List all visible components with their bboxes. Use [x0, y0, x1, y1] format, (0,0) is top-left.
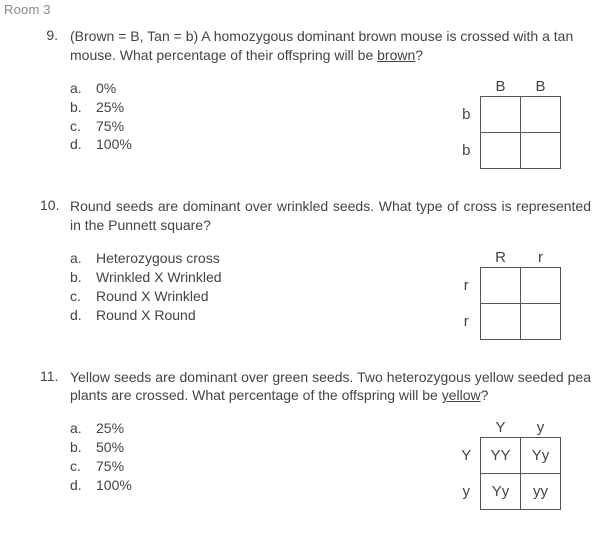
punnett-cell: [481, 303, 521, 339]
punnett-side-allele: b: [453, 133, 481, 169]
choice-text: 25%: [96, 419, 124, 438]
choice-text: 25%: [96, 98, 124, 117]
punnett-cell: YY: [481, 437, 521, 473]
choice-letter: a.: [70, 419, 96, 438]
punnett-top-allele: r: [521, 245, 561, 267]
choice-text: 75%: [96, 457, 124, 476]
punnett-cell: [481, 97, 521, 133]
question-number: 9.: [40, 27, 70, 169]
punnett-side-allele: Y: [453, 437, 481, 473]
choice-text: Round X Wrinkled: [96, 287, 209, 306]
choice-c: c.75%: [70, 117, 132, 136]
choice-text: 100%: [96, 476, 132, 495]
prompt-text: ?: [481, 387, 489, 403]
choice-b: b.Wrinkled X Wrinkled: [70, 268, 222, 287]
answer-choices: a.Heterozygous cross b.Wrinkled X Wrinkl…: [70, 245, 222, 325]
punnett-cell: [521, 133, 561, 169]
prompt-text: (Brown = B, Tan = b) A homozygous domina…: [70, 28, 573, 63]
worksheet-content: 9. (Brown = B, Tan = b) A homozygous dom…: [0, 17, 611, 510]
choice-letter: b.: [70, 438, 96, 457]
choice-letter: b.: [70, 268, 96, 287]
punnett-cell: [521, 303, 561, 339]
punnett-square: R r r r: [453, 245, 592, 340]
header-room-label: Room 3: [0, 0, 611, 17]
punnett-square: Y y Y YY Yy y Yy yy: [453, 415, 592, 510]
question-11: 11. Yellow seeds are dominant over green…: [40, 368, 591, 510]
choice-letter: d.: [70, 306, 96, 325]
question-10: 10. Round seeds are dominant over wrinkl…: [40, 197, 591, 339]
punnett-top-allele: B: [481, 75, 521, 97]
choice-d: d.100%: [70, 135, 132, 154]
choice-text: 50%: [96, 438, 124, 457]
answer-choices: a.0% b.25% c.75% d.100%: [70, 75, 132, 155]
punnett-cell: [521, 97, 561, 133]
punnett-top-allele: B: [521, 75, 561, 97]
choice-letter: a.: [70, 249, 96, 268]
punnett-cell: yy: [521, 473, 561, 509]
punnett-side-allele: r: [453, 303, 481, 339]
choice-letter: d.: [70, 476, 96, 495]
choice-d: d.100%: [70, 476, 132, 495]
choice-d: d.Round X Round: [70, 306, 222, 325]
punnett-side-allele: r: [453, 267, 481, 303]
punnett-side-allele: y: [453, 473, 481, 509]
punnett-cell: [481, 267, 521, 303]
choice-letter: d.: [70, 135, 96, 154]
choice-letter: c.: [70, 457, 96, 476]
question-number: 10.: [40, 197, 70, 339]
question-prompt: Round seeds are dominant over wrinkled s…: [70, 197, 591, 235]
punnett-top-allele: y: [521, 415, 561, 437]
choice-letter: a.: [70, 79, 96, 98]
answer-choices: a.25% b.50% c.75% d.100%: [70, 415, 132, 495]
prompt-underlined: yellow: [442, 387, 481, 403]
punnett-square: B B b b: [453, 75, 592, 170]
choice-letter: c.: [70, 287, 96, 306]
choice-b: b.50%: [70, 438, 132, 457]
question-prompt: Yellow seeds are dominant over green see…: [70, 368, 591, 406]
choice-c: c.75%: [70, 457, 132, 476]
choice-text: Heterozygous cross: [96, 249, 220, 268]
choice-text: 75%: [96, 117, 124, 136]
punnett-cell: Yy: [481, 473, 521, 509]
prompt-text: Yellow seeds are dominant over green see…: [70, 369, 591, 404]
punnett-cell: Yy: [521, 437, 561, 473]
question-9: 9. (Brown = B, Tan = b) A homozygous dom…: [40, 27, 591, 169]
choice-a: a.Heterozygous cross: [70, 249, 222, 268]
prompt-underlined: brown: [377, 47, 415, 63]
punnett-top-allele: Y: [481, 415, 521, 437]
punnett-side-allele: b: [453, 97, 481, 133]
punnett-cell: [521, 267, 561, 303]
choice-a: a.25%: [70, 419, 132, 438]
punnett-cell: [481, 133, 521, 169]
prompt-text: ?: [415, 47, 423, 63]
choice-text: Wrinkled X Wrinkled: [96, 268, 222, 287]
punnett-top-allele: R: [481, 245, 521, 267]
choice-text: 0%: [96, 79, 116, 98]
question-number: 11.: [40, 368, 70, 510]
choice-b: b.25%: [70, 98, 132, 117]
choice-text: 100%: [96, 135, 132, 154]
choice-text: Round X Round: [96, 306, 196, 325]
choice-letter: c.: [70, 117, 96, 136]
choice-letter: b.: [70, 98, 96, 117]
choice-c: c.Round X Wrinkled: [70, 287, 222, 306]
choice-a: a.0%: [70, 79, 132, 98]
question-prompt: (Brown = B, Tan = b) A homozygous domina…: [70, 27, 591, 65]
